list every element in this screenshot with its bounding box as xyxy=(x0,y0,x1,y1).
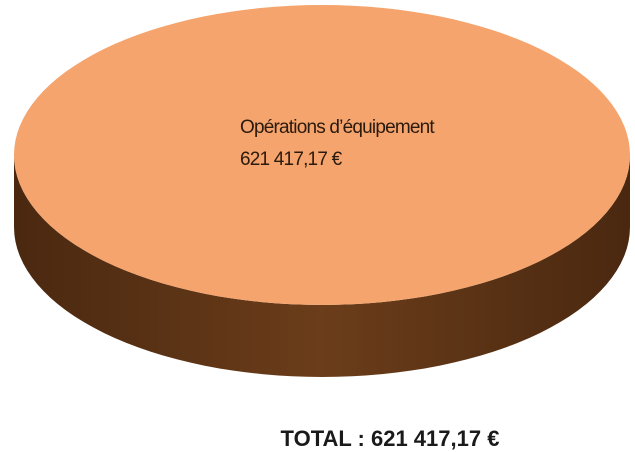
slice xyxy=(14,5,630,305)
slice-label: Opérations d’équipement xyxy=(240,117,435,138)
slice-side xyxy=(14,155,630,377)
total-label: TOTAL : 621 417,17 € xyxy=(281,426,500,451)
value-label: 621 417,17 € xyxy=(240,149,343,170)
pie xyxy=(14,5,630,377)
